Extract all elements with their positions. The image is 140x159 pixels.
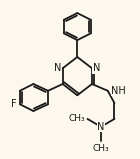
Text: F: F xyxy=(11,99,17,109)
Text: N: N xyxy=(93,63,101,73)
Text: NH: NH xyxy=(111,86,126,96)
Text: CH₃: CH₃ xyxy=(93,144,109,153)
Text: N: N xyxy=(97,122,105,132)
Text: N: N xyxy=(54,63,62,73)
Text: CH₃: CH₃ xyxy=(69,114,85,123)
